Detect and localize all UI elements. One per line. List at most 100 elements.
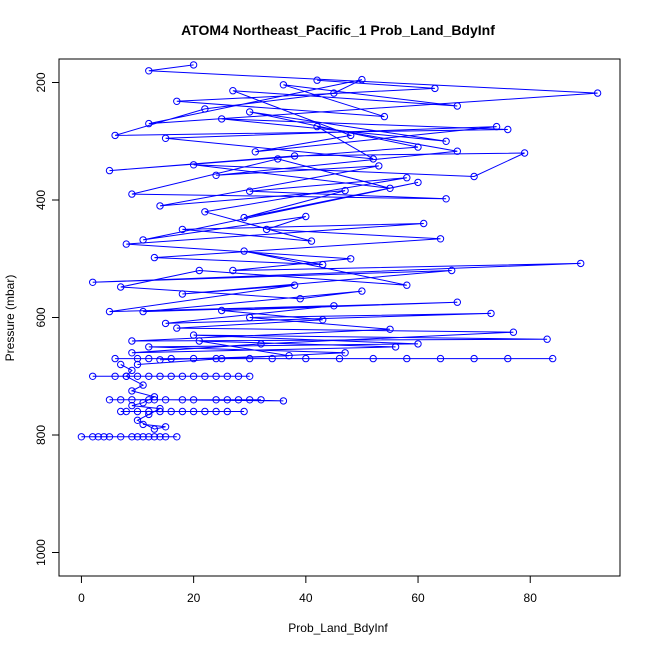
data-point [246,396,254,404]
data-point [89,278,97,286]
data-point [105,166,114,175]
data-point [201,407,209,416]
data-point [218,306,226,315]
data-point [145,410,153,419]
data-point [189,331,198,339]
data-point [145,372,153,380]
data-point [358,287,366,295]
data-point [178,396,187,404]
data-point [212,354,220,363]
x-axis-label: Prob_Land_BdyInf [288,621,388,635]
data-point [403,354,411,363]
data-point [420,219,428,228]
data-point [105,433,114,441]
data-point [122,240,131,248]
data-point [403,281,411,289]
data-point [133,433,142,441]
data-point [156,433,164,441]
data-point [189,161,198,169]
x-axis: 0 20 40 60 80 [78,575,537,605]
data-point [145,396,153,404]
data-point [178,372,187,380]
plot-marks [77,61,602,441]
data-point [128,337,136,345]
data-point [229,87,237,95]
data-point [128,401,136,410]
data-point [234,396,243,404]
data-point [111,372,119,380]
data-point [358,75,366,84]
data-point [128,349,136,357]
data-point [161,433,170,441]
data-point [105,396,114,404]
data-point [223,396,232,404]
data-point [133,360,142,369]
data-point [212,407,220,416]
data-point [313,76,321,84]
data-point [302,212,310,221]
data-point [380,112,389,121]
data-point [274,155,282,163]
chart-title: ATOM4 Northeast_Pacific_1 Prob_Land_BdyI… [181,22,495,38]
data-point [94,433,103,441]
x-tick-label: 40 [299,591,313,605]
data-point [296,295,304,303]
data-point [246,108,254,116]
data-point [145,433,153,441]
data-point [128,366,136,375]
data-point [223,372,232,380]
data-point [436,235,445,243]
data-point [201,208,209,216]
data-point [139,420,147,429]
data-point [369,354,377,363]
data-point [302,354,310,363]
data-point [431,84,439,93]
series-8 [117,360,170,433]
data-point [122,372,131,380]
data-point [391,343,400,351]
data-point [470,354,478,363]
y-tick-label: 600 [34,307,48,327]
y-tick-label: 200 [34,72,48,92]
data-point [251,148,260,156]
data-point [369,155,377,163]
data-point [133,372,142,380]
data-point [139,381,147,389]
data-point [150,433,159,441]
data-point [89,433,97,441]
data-point [195,266,204,275]
data-point [133,407,142,416]
y-axis: 200 400 600 800 1000 [34,72,60,566]
data-point [386,325,394,333]
data-point [240,407,248,416]
data-point [307,237,316,245]
data-point [290,281,299,289]
data-point [543,335,551,343]
data-point [240,247,248,255]
data-point [100,433,108,441]
data-point [139,307,147,316]
data-point [403,174,411,182]
data-point [223,407,232,416]
y-tick-label: 1000 [34,539,48,566]
data-point [577,259,585,268]
data-point [117,433,125,441]
data-point [161,134,170,143]
data-point [319,260,327,269]
data-point [279,397,288,405]
data-point [167,407,175,416]
data-point [189,396,198,404]
data-point [105,307,114,316]
data-point [436,354,445,363]
data-point [257,396,265,404]
data-point [173,433,181,441]
data-point [549,354,557,363]
data-point [504,125,512,134]
data-point [178,407,187,416]
series-3 [89,372,254,380]
data-point [117,283,125,291]
data-point [161,319,170,328]
series-line [120,79,514,361]
data-point [150,393,159,401]
